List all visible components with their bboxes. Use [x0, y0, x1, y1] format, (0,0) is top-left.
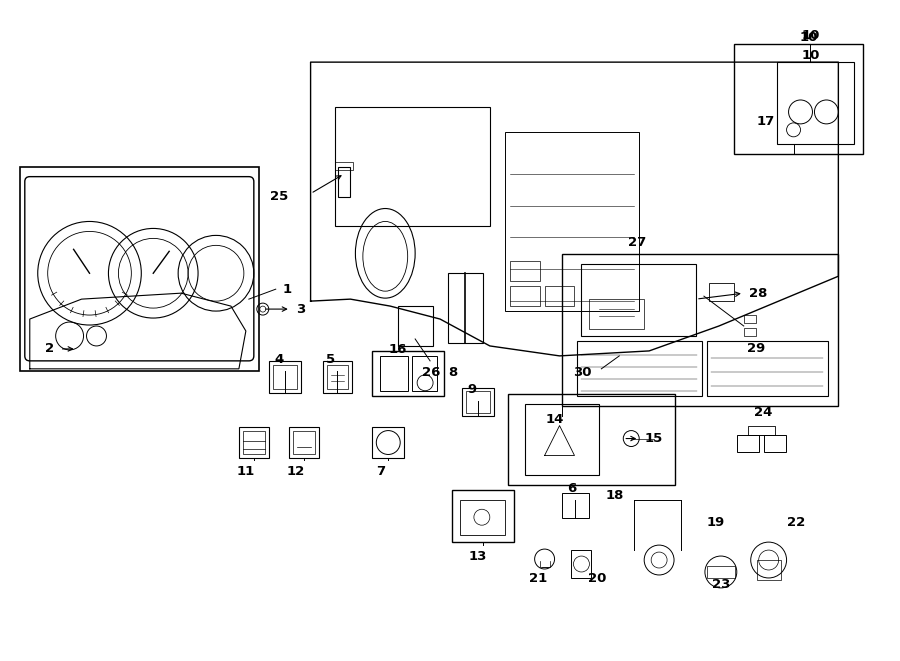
- Text: 10: 10: [801, 29, 820, 42]
- Bar: [238, 426, 269, 459]
- Bar: [509, 261, 540, 281]
- Bar: [381, 356, 409, 391]
- Bar: [269, 361, 301, 393]
- Bar: [373, 351, 444, 396]
- Bar: [706, 566, 734, 578]
- Text: 15: 15: [644, 432, 662, 445]
- Text: 13: 13: [469, 550, 487, 563]
- Bar: [336, 162, 354, 170]
- Bar: [777, 62, 854, 144]
- Bar: [20, 167, 259, 371]
- Bar: [578, 341, 702, 396]
- Text: 22: 22: [787, 516, 805, 529]
- Bar: [562, 254, 839, 406]
- Text: 7: 7: [375, 465, 385, 479]
- Bar: [508, 394, 675, 485]
- Text: 27: 27: [628, 237, 646, 249]
- Text: 29: 29: [747, 342, 765, 356]
- Text: 18: 18: [606, 488, 625, 502]
- Text: 14: 14: [545, 412, 563, 426]
- Text: 12: 12: [286, 465, 305, 479]
- Bar: [757, 560, 780, 580]
- Bar: [338, 167, 350, 196]
- Text: 20: 20: [589, 572, 607, 585]
- Bar: [737, 434, 759, 453]
- Bar: [412, 356, 437, 391]
- Bar: [398, 306, 433, 346]
- Text: 3: 3: [296, 303, 305, 315]
- Bar: [373, 426, 404, 459]
- Text: 28: 28: [749, 287, 767, 299]
- Bar: [448, 273, 483, 343]
- Bar: [327, 365, 348, 389]
- Text: 17: 17: [757, 116, 775, 128]
- Bar: [743, 328, 756, 336]
- Text: 10: 10: [801, 49, 820, 62]
- Text: 25: 25: [270, 190, 289, 203]
- Bar: [273, 365, 297, 389]
- Bar: [581, 264, 696, 336]
- Bar: [509, 286, 540, 306]
- Bar: [289, 426, 319, 459]
- Bar: [764, 434, 786, 453]
- Text: 26: 26: [422, 366, 440, 379]
- Bar: [562, 493, 590, 518]
- Bar: [706, 341, 828, 396]
- Bar: [544, 286, 574, 306]
- Text: 6: 6: [567, 483, 576, 495]
- Text: 23: 23: [712, 578, 730, 591]
- Text: 24: 24: [754, 406, 773, 418]
- Bar: [322, 361, 353, 393]
- Bar: [292, 430, 315, 455]
- Bar: [590, 299, 644, 329]
- Bar: [336, 107, 490, 227]
- Text: 10: 10: [799, 31, 818, 44]
- Bar: [709, 283, 734, 301]
- Text: 21: 21: [528, 572, 547, 585]
- Bar: [462, 388, 494, 416]
- Text: 2: 2: [44, 342, 54, 356]
- Text: 16: 16: [389, 343, 408, 356]
- Bar: [743, 315, 756, 323]
- Bar: [466, 391, 490, 412]
- Text: 11: 11: [237, 465, 255, 479]
- Bar: [460, 500, 505, 535]
- Text: 5: 5: [326, 353, 335, 366]
- Text: 4: 4: [274, 353, 284, 366]
- Text: 9: 9: [467, 383, 476, 396]
- Bar: [452, 490, 514, 542]
- Text: 30: 30: [573, 366, 591, 379]
- Bar: [734, 44, 863, 154]
- Bar: [243, 430, 265, 455]
- Text: 8: 8: [448, 366, 457, 379]
- Bar: [572, 550, 591, 578]
- Bar: [525, 404, 599, 475]
- Text: 1: 1: [283, 283, 292, 295]
- Text: 19: 19: [706, 516, 725, 529]
- Bar: [505, 132, 639, 311]
